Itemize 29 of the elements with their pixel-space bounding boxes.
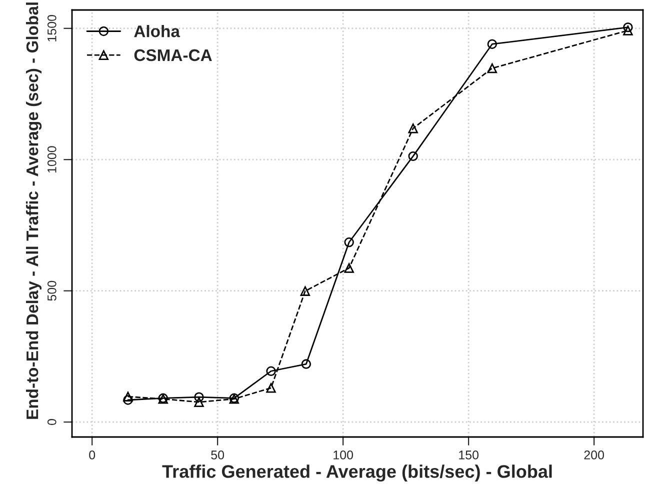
y-axis-title: End-to-End Delay - All Traffic - Average (sec) - Global [26, 2, 42, 419]
point [623, 22, 633, 32]
point [408, 151, 418, 162]
point [344, 237, 354, 248]
x-tick-label: 0 [89, 450, 96, 460]
point [487, 39, 498, 49]
point [194, 397, 204, 407]
point [623, 26, 633, 36]
x-tick-label: 100 [334, 450, 354, 460]
point [344, 263, 354, 273]
x-tick-label: 50 [211, 450, 224, 460]
point [123, 395, 133, 405]
y-tick-label: 1000 [47, 146, 56, 173]
x-axis-title: Traffic Generated - Average (bits/sec) - Global [162, 464, 552, 482]
y-tick-label: 0 [47, 419, 56, 426]
x-tick-label: 150 [459, 450, 479, 460]
point [266, 366, 276, 376]
legend-label: CSMA-CA [134, 49, 212, 62]
point [487, 63, 498, 74]
y-tick-label: 1500 [47, 14, 56, 42]
point [300, 286, 310, 296]
point [301, 359, 312, 369]
point [194, 392, 204, 402]
point [266, 383, 276, 393]
x-tick-label: 200 [584, 450, 604, 460]
point [408, 124, 418, 134]
point [123, 392, 133, 402]
legend-label: Aloha [134, 25, 180, 38]
y-tick-label: 500 [47, 280, 56, 301]
